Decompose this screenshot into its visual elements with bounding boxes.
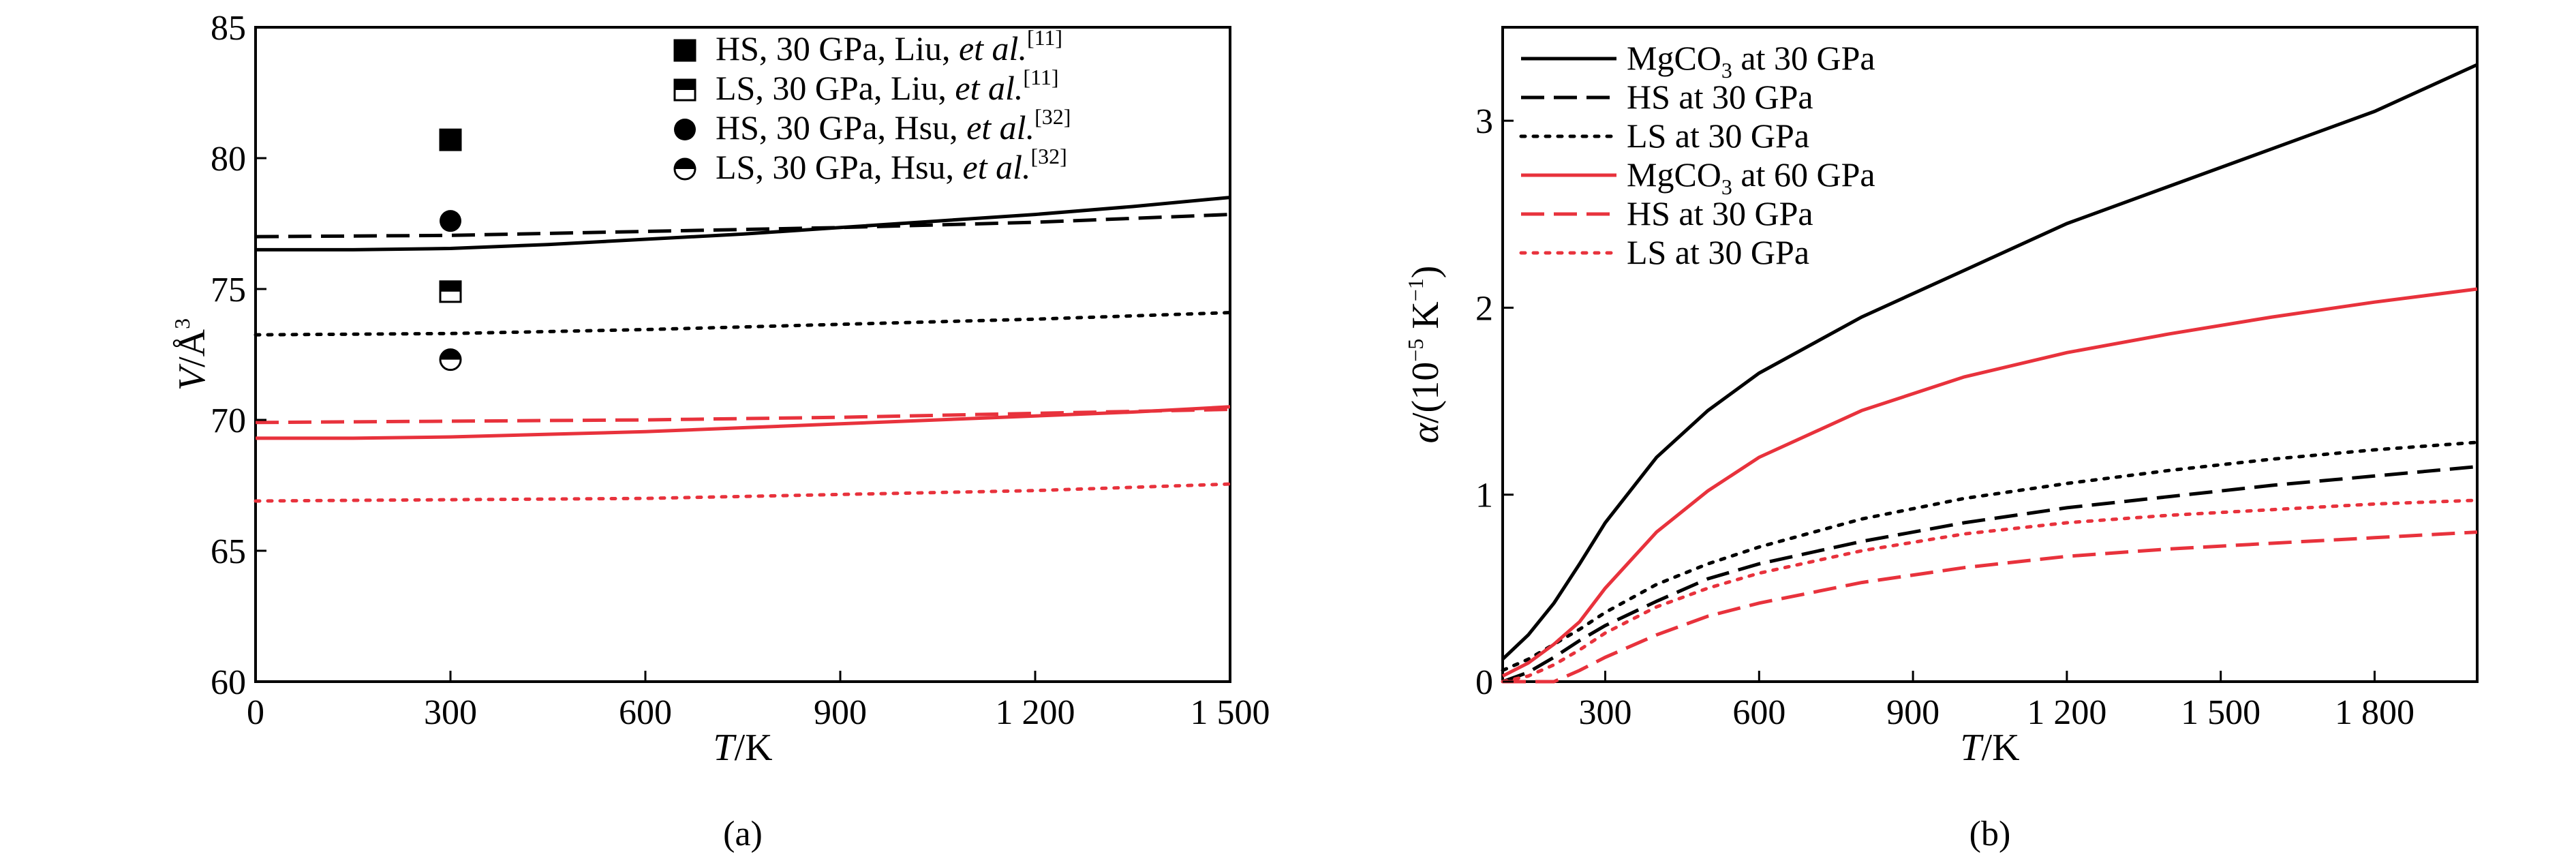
legend-marker xyxy=(673,157,696,181)
legend-label: LS, 30 GPa, Liu, et al.[11] xyxy=(716,65,1059,107)
y-tick-label: 65 xyxy=(211,532,246,571)
legend-item: HS, 30 GPa, Liu, et al.[11] xyxy=(673,25,1062,67)
data-point-0 xyxy=(439,128,462,151)
x-tick-label: 1 200 xyxy=(996,693,1075,732)
legend-a: HS, 30 GPa, Liu, et al.[11]LS, 30 GPa, L… xyxy=(673,25,1071,186)
x-tick-label: 0 xyxy=(247,693,264,732)
plot-area-b xyxy=(1501,26,2479,683)
y-tick-label: 70 xyxy=(211,401,246,440)
legend-item: MgCO3 at 30 GPa xyxy=(1521,39,1875,82)
y-tick-label: 85 xyxy=(211,9,246,48)
x-tick-label: 1 800 xyxy=(2335,693,2414,732)
series-line-0 xyxy=(256,196,1231,252)
chart-panel-a: 0 300 600 900 1 200 1 500 60 65 70 75 80 85 HS, 30… xyxy=(170,9,1270,853)
series-line-5 xyxy=(254,482,1232,503)
legend-marker xyxy=(674,119,696,140)
series-group-b xyxy=(1501,63,2479,684)
series-line-3 xyxy=(1501,287,2478,678)
legend-item: HS, 30 GPa, Hsu, et al.[32] xyxy=(674,104,1071,147)
series-line-2 xyxy=(1501,440,2479,672)
legend-item: MgCO3 at 60 GPa xyxy=(1521,155,1875,199)
y-tick-label: 2 xyxy=(1475,289,1493,328)
legend-label: LS, 30 GPa, Hsu, et al.[32] xyxy=(716,144,1067,186)
y-tick-label: 80 xyxy=(211,140,246,179)
x-tick-label: 900 xyxy=(814,693,867,732)
x-axis-b: 300 600 900 1 200 1 500 1 800 xyxy=(1579,671,2414,732)
legend-item: HS at 30 GPa xyxy=(1521,78,1813,116)
series-line-0 xyxy=(1501,63,2479,661)
x-tick-label: 300 xyxy=(1579,693,1632,732)
series-line-4 xyxy=(1503,530,2478,684)
legend-item: HS at 30 GPa xyxy=(1521,194,1813,232)
legend-marker xyxy=(673,78,696,102)
series-group-a xyxy=(254,196,1232,503)
panel-label-a: (a) xyxy=(723,815,763,853)
y-axis-title-a: V/Å3 xyxy=(170,318,213,391)
data-point-2 xyxy=(440,210,461,232)
y-tick-label: 60 xyxy=(211,663,246,702)
x-axis-title-a: T/K xyxy=(713,727,772,769)
legend-label: MgCO3 at 60 GPa xyxy=(1627,155,1875,199)
x-tick-label: 1 500 xyxy=(2181,693,2260,732)
legend-label: LS at 30 GPa xyxy=(1627,233,1809,271)
y-axis-title-b: α/(10−5 K−1) xyxy=(1403,266,1447,444)
x-tick-label: 300 xyxy=(424,693,477,732)
series-line-4 xyxy=(255,408,1231,425)
legend-item: LS at 30 GPa xyxy=(1519,117,1809,155)
legend-item: LS, 30 GPa, Hsu, et al.[32] xyxy=(673,144,1067,186)
y-tick-label: 75 xyxy=(211,271,246,309)
points-group-a xyxy=(439,128,462,371)
legend-label: HS at 30 GPa xyxy=(1627,78,1813,116)
y-tick-label: 3 xyxy=(1475,102,1493,141)
data-point-1 xyxy=(439,280,462,303)
y-tick-label: 1 xyxy=(1475,476,1493,515)
legend-label: MgCO3 at 30 GPa xyxy=(1627,39,1875,82)
series-line-1 xyxy=(1502,465,2478,684)
legend-marker xyxy=(673,39,696,62)
legend-label: HS, 30 GPa, Hsu, et al.[32] xyxy=(716,104,1071,147)
legend-item: LS at 30 GPa xyxy=(1519,233,1809,271)
y-axis-b: 0 1 2 3 xyxy=(1475,102,1514,702)
x-tick-label: 1 200 xyxy=(2027,693,2106,732)
x-axis-a: 0 300 600 900 1 200 1 500 xyxy=(247,671,1270,732)
plot-area-a xyxy=(254,26,1231,683)
legend-item: LS, 30 GPa, Liu, et al.[11] xyxy=(673,65,1059,107)
legend-label: LS at 30 GPa xyxy=(1627,117,1809,155)
panel-label-b: (b) xyxy=(1969,815,2011,853)
legend-label: HS at 30 GPa xyxy=(1627,194,1813,232)
x-tick-label: 900 xyxy=(1886,693,1939,732)
y-tick-label: 0 xyxy=(1475,663,1493,702)
x-tick-label: 600 xyxy=(1732,693,1785,732)
legend-label: HS, 30 GPa, Liu, et al.[11] xyxy=(716,25,1062,67)
series-line-2 xyxy=(254,311,1232,337)
chart-panel-b: 300 600 900 1 200 1 500 1 800 0 1 2 3 MgCO3 at 3… xyxy=(1403,26,2479,853)
x-tick-label: 1 500 xyxy=(1191,693,1270,732)
series-line-5 xyxy=(1501,498,2479,684)
x-axis-title-b: T/K xyxy=(1960,727,2019,769)
x-tick-label: 600 xyxy=(619,693,672,732)
y-axis-a: 60 65 70 75 80 85 xyxy=(211,9,266,702)
series-line-3 xyxy=(256,405,1231,440)
data-point-3 xyxy=(439,348,462,371)
